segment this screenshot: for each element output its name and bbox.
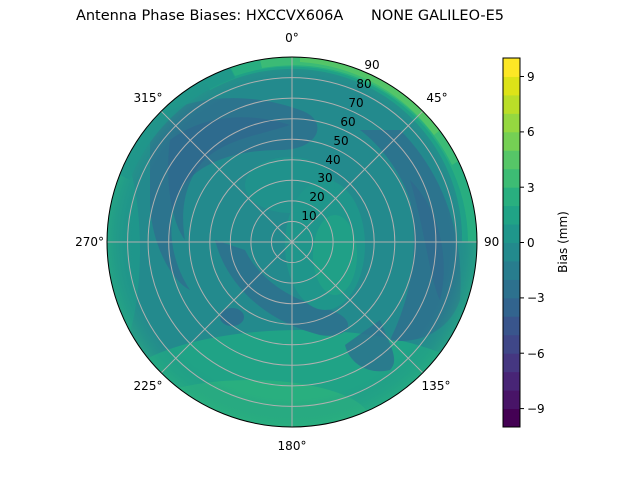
polar-outline — [106, 56, 478, 428]
cb-tick-m9: −9 — [527, 402, 545, 416]
cb-tick-6: 6 — [527, 125, 535, 139]
colorbar-segment — [503, 205, 520, 225]
polar-grid — [107, 57, 477, 427]
colorbar-segment — [503, 131, 520, 151]
angle-label-45: 45° — [426, 91, 447, 105]
radial-label-40: 40 — [325, 153, 340, 167]
colorbar-segment — [503, 150, 520, 170]
radial-label-30: 30 — [317, 171, 332, 185]
chart-title: Antenna Phase Biases: HXCCVX606A NONE GA… — [0, 8, 580, 24]
radial-label-20: 20 — [309, 190, 324, 204]
colorbar-segment — [503, 260, 520, 280]
colorbar — [503, 58, 520, 428]
cb-tick-m6: −6 — [527, 347, 545, 361]
angle-label-0: 0° — [285, 31, 299, 45]
colorbar-segment — [503, 168, 520, 188]
colorbar-segment — [503, 224, 520, 243]
colorbar-segment — [503, 58, 520, 77]
angle-label-180: 180° — [278, 439, 307, 453]
radial-label-50: 50 — [333, 134, 348, 148]
chart-title-main: Antenna Phase Biases: HXCCVX606A — [75, 8, 344, 24]
colorbar-segment — [503, 279, 520, 299]
colorbar-tick-labels: 9 6 3 0 −3 −6 −9 — [527, 70, 545, 416]
colorbar-label: Bias (mm) — [556, 211, 570, 273]
cb-tick-9: 9 — [527, 70, 535, 84]
angle-label-315: 315° — [134, 91, 163, 105]
colorbar-segment — [503, 408, 520, 428]
colorbar-segment — [503, 316, 520, 336]
colorbar-segment — [503, 297, 520, 317]
colorbar-segment — [503, 334, 520, 354]
cb-tick-m3: −3 — [527, 291, 545, 305]
cb-tick-3: 3 — [527, 181, 535, 195]
angle-labels: 0° 45° 90 135° 180° 225° 270° 315° — [75, 31, 499, 453]
colorbar-segment — [503, 76, 520, 96]
angle-label-270: 270° — [75, 235, 104, 249]
colorbar-segment — [503, 242, 520, 262]
radial-label-60: 60 — [340, 115, 355, 129]
polar-contour-field — [107, 57, 477, 427]
angle-label-90: 90 — [484, 235, 499, 249]
radial-label-10: 10 — [301, 209, 316, 223]
colorbar-segment — [503, 94, 520, 114]
colorbar-segment — [503, 353, 520, 373]
radial-label-90: 90 — [364, 58, 379, 72]
radial-label-70: 70 — [348, 96, 363, 110]
colorbar-segment — [503, 187, 520, 207]
radial-label-80: 80 — [356, 77, 371, 91]
colorbar-segment — [503, 371, 520, 391]
radial-labels: 10 20 30 40 50 60 70 80 90 — [301, 58, 379, 223]
angle-label-225: 225° — [134, 379, 163, 393]
colorbar-ticks — [520, 76, 524, 410]
angle-label-135: 135° — [422, 379, 451, 393]
cb-tick-0: 0 — [527, 236, 535, 250]
colorbar-segment — [503, 113, 520, 133]
colorbar-segment — [503, 390, 520, 410]
chart-title-suffix: NONE GALILEO-E5 — [370, 8, 505, 24]
